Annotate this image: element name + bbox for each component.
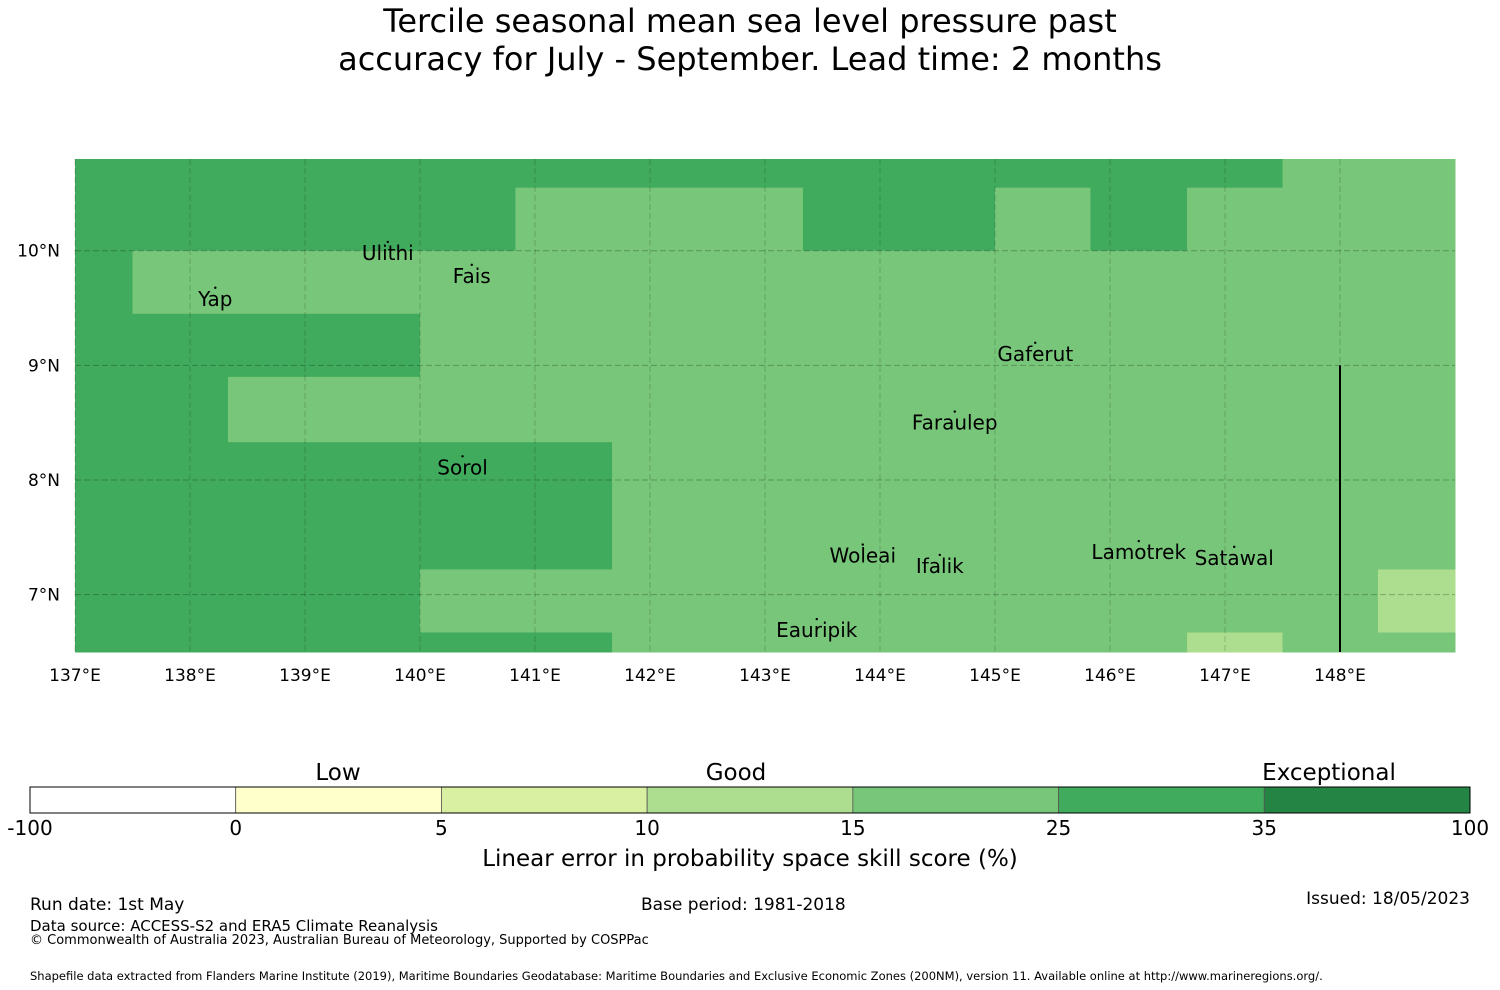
- shapefile-credit: Shapefile data extracted from Flanders M…: [30, 969, 1323, 983]
- skill-cell: [1187, 632, 1283, 653]
- place-label: Sorol: [437, 455, 488, 479]
- skill-cell: [1282, 632, 1456, 653]
- colorbar-tick-label: -100: [7, 816, 53, 840]
- colorbar-bin: [441, 786, 648, 814]
- colorbar: [29, 786, 1471, 814]
- x-tick-label: 144°E: [854, 666, 906, 686]
- skill-cell: [1377, 569, 1456, 634]
- island-marker: [861, 543, 864, 546]
- colorbar-bin: [235, 786, 442, 814]
- data-source: Data source: ACCESS-S2 and ERA5 Climate …: [30, 917, 438, 935]
- skill-cell: [1282, 159, 1456, 189]
- island-marker: [386, 240, 389, 244]
- colorbar-bin: [646, 786, 854, 814]
- island-marker: [1034, 341, 1037, 344]
- colorbar-bin: [1058, 786, 1265, 814]
- colorbar-label: Linear error in probability space skill …: [482, 846, 1018, 872]
- skill-cell: [75, 376, 229, 443]
- title-line-2: accuracy for July - September. Lead time…: [338, 40, 1162, 78]
- colorbar-tick-label: 15: [840, 816, 866, 840]
- skill-cell: [75, 442, 613, 570]
- x-tick-label: 141°E: [509, 666, 561, 686]
- y-tick-label: 10°N: [17, 242, 60, 262]
- colorbar-tick-label: 100: [1450, 816, 1490, 840]
- colorbar-tick-label: 25: [1045, 816, 1072, 840]
- place-label: Yap: [197, 287, 232, 311]
- island-marker: [461, 455, 464, 458]
- y-tick-label: 9°N: [28, 356, 60, 376]
- island-marker: [470, 263, 473, 267]
- y-tick-label: 7°N: [28, 586, 60, 606]
- place-label: Gaferut: [997, 342, 1073, 366]
- skill-cell: [612, 632, 1188, 653]
- skill-cell: [612, 442, 1456, 570]
- skill-cell: [227, 376, 1456, 443]
- place-label: Faraulep: [912, 411, 998, 435]
- skill-cell: [75, 187, 516, 252]
- skill-cell: [75, 569, 421, 634]
- skill-cell: [75, 632, 613, 653]
- skill-cell: [995, 187, 1091, 252]
- island-marker: [1137, 539, 1140, 543]
- skill-cell: [1090, 187, 1188, 252]
- x-tick-label: 138°E: [164, 666, 216, 686]
- skill-cell: [420, 569, 1379, 634]
- skill-cell: [75, 159, 1283, 189]
- skill-cell: [132, 250, 1456, 315]
- skill-cell: [75, 313, 421, 378]
- colorbar-bin: [29, 786, 237, 814]
- colorbar-bin: [1263, 786, 1471, 814]
- skill-cell: [420, 313, 1456, 378]
- place-label: Lamotrek: [1091, 540, 1186, 564]
- place-label: Ulithi: [362, 241, 414, 265]
- island-marker: [815, 617, 818, 621]
- place-label: Satawal: [1195, 546, 1274, 570]
- run-date: Run date: 1st May: [30, 895, 185, 915]
- island-marker: [214, 286, 217, 289]
- skill-cell: [75, 250, 133, 315]
- colorbar-category-exceptional: Exceptional: [1262, 760, 1396, 786]
- chart-title: Tercile seasonal mean sea level pressure…: [0, 2, 1500, 78]
- x-tick-label: 142°E: [624, 666, 676, 686]
- colorbar-tick-label: 5: [435, 816, 448, 840]
- place-label: Eauripik: [776, 618, 858, 642]
- x-tick-label: 140°E: [394, 666, 446, 686]
- x-tick-label: 137°E: [49, 666, 101, 686]
- colorbar-tick-label: 0: [229, 816, 243, 840]
- colorbar-tick-label: 35: [1251, 816, 1278, 840]
- title-line-1: Tercile seasonal mean sea level pressure…: [383, 2, 1117, 40]
- colorbar-tick-label: 10: [634, 816, 660, 840]
- place-label: Fais: [453, 264, 491, 288]
- skill-map: 137°E 138°E 139°E 140°E 141°E 142°E 143°E 144°E…: [17, 159, 1456, 686]
- copyright: © Commonwealth of Australia 2023, Austra…: [30, 933, 649, 948]
- x-tick-label: 143°E: [739, 666, 791, 686]
- colorbar-bin: [852, 786, 1059, 814]
- colorbar-category-good: Good: [705, 760, 767, 786]
- colorbar-frame: [29, 786, 1471, 814]
- skill-cell: [1187, 187, 1456, 252]
- island-marker: [953, 410, 956, 413]
- island-marker: [1233, 545, 1236, 549]
- x-tick-label: 139°E: [279, 666, 331, 686]
- x-tick-label: 148°E: [1314, 666, 1366, 686]
- issued-date: Issued: 18/05/2023: [1306, 889, 1470, 909]
- place-label: Woleai: [829, 544, 896, 568]
- place-label: Ifalik: [916, 554, 964, 578]
- base-period: Base period: 1981-2018: [641, 895, 846, 915]
- island-marker: [938, 553, 941, 557]
- y-tick-label: 8°N: [28, 471, 60, 491]
- x-tick-label: 145°E: [969, 666, 1021, 686]
- colorbar-category-low: Low: [315, 760, 361, 786]
- skill-cell: [802, 187, 996, 252]
- x-tick-label: 147°E: [1199, 666, 1251, 686]
- skill-cell: [515, 187, 804, 252]
- x-tick-label: 146°E: [1084, 666, 1136, 686]
